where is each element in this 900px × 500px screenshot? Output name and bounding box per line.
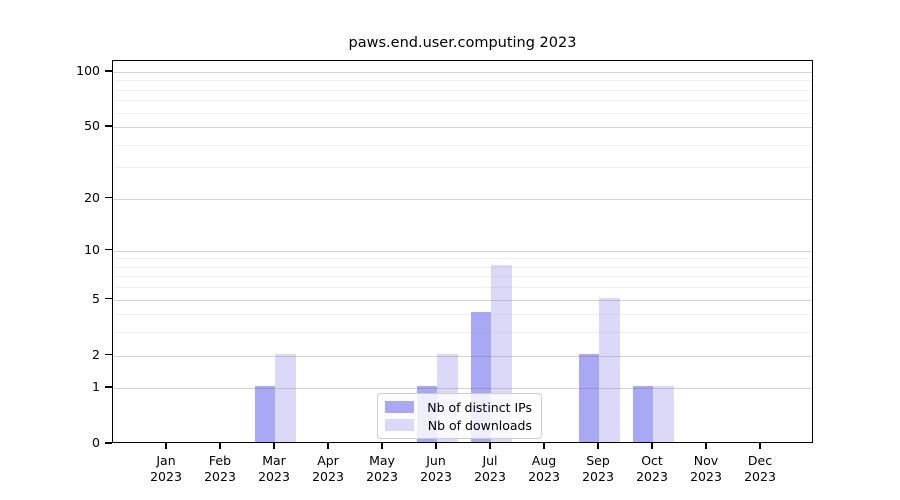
x-tick-mark-feb (219, 443, 221, 449)
x-tick-label-may: May 2023 (366, 453, 398, 484)
y-tick-mark-5 (105, 297, 112, 300)
x-tick-label-aug: Aug 2023 (528, 453, 560, 484)
legend-entry-distinct-ips: Nb of distinct IPs (385, 399, 532, 415)
x-tick-mark-dec (759, 443, 761, 449)
x-tick-label-feb: Feb 2023 (204, 453, 236, 484)
gridline-minor-60 (113, 112, 812, 114)
x-tick-mark-jan (165, 443, 167, 449)
gridline-minor-6 (113, 287, 812, 289)
bar-downloads-oct (653, 386, 674, 442)
x-tick-label-jul: Jul 2023 (474, 453, 506, 484)
bar-downloads-sep (599, 297, 620, 442)
gridline-minor-30 (113, 167, 812, 169)
x-tick-label-oct: Oct 2023 (636, 453, 668, 484)
x-tick-label-mar: Mar 2023 (258, 453, 290, 484)
x-tick-label-apr: Apr 2023 (312, 453, 344, 484)
legend-label-downloads: Nb of downloads (427, 417, 532, 433)
gridline-minor-70 (113, 100, 812, 102)
gridline-major-100 (113, 72, 812, 73)
gridline-major-2 (113, 355, 812, 357)
y-tick-label-20: 20 (84, 189, 100, 205)
gridline-major-5 (113, 299, 812, 301)
x-tick-label-sep: Sep 2023 (582, 453, 614, 484)
legend: Nb of distinct IPs Nb of downloads (377, 393, 542, 439)
x-tick-mark-mar (273, 443, 275, 449)
x-tick-mark-oct (651, 443, 653, 449)
gridline-minor-7 (113, 276, 812, 278)
chart-title: paws.end.user.computing 2023 (348, 35, 577, 51)
legend-entry-downloads: Nb of downloads (385, 417, 532, 433)
y-tick-mark-10 (105, 249, 112, 251)
gridline-major-50 (113, 127, 812, 129)
gridline-major-10 (113, 250, 812, 252)
x-tick-label-nov: Nov 2023 (690, 453, 722, 484)
gridline-minor-8 (113, 266, 812, 268)
gridline-minor-40 (113, 144, 812, 146)
y-tick-mark-1 (105, 386, 112, 388)
plot-area (112, 60, 813, 443)
legend-swatch-distinct-ips (385, 401, 414, 413)
gridline-minor-4 (113, 314, 812, 316)
gridline-minor-80 (113, 89, 812, 91)
gridline-minor-3 (113, 332, 812, 334)
y-tick-mark-0 (105, 442, 112, 444)
y-tick-mark-20 (105, 196, 112, 199)
y-tick-mark-100 (105, 70, 112, 72)
bar-distinct-ips-mar (254, 386, 275, 442)
legend-label-distinct-ips: Nb of distinct IPs (427, 399, 532, 415)
y-tick-label-2: 2 (92, 346, 100, 362)
x-tick-mark-may (381, 443, 383, 449)
y-tick-mark-2 (105, 353, 112, 356)
y-tick-label-5: 5 (92, 290, 100, 306)
x-tick-mark-jun (435, 443, 437, 449)
gridline-major-20 (113, 198, 812, 200)
y-tick-label-100: 100 (76, 63, 100, 78)
x-tick-mark-sep (597, 443, 599, 449)
y-tick-mark-50 (105, 125, 112, 127)
x-tick-label-dec: Dec 2023 (744, 453, 776, 484)
x-tick-mark-apr (327, 443, 329, 449)
gridline-minor-9 (113, 258, 812, 260)
gridline-minor-90 (113, 80, 812, 82)
bar-downloads-mar (275, 353, 296, 442)
bar-distinct-ips-sep (578, 353, 599, 442)
x-tick-mark-nov (705, 443, 707, 449)
y-tick-label-1: 1 (92, 379, 100, 395)
x-tick-label-jan: Jan 2023 (150, 453, 182, 484)
bar-distinct-ips-oct (632, 386, 653, 442)
x-tick-label-jun: Jun 2023 (420, 453, 452, 484)
y-tick-label-0: 0 (92, 435, 100, 450)
y-tick-label-10: 10 (84, 241, 100, 257)
gridline-major-1 (113, 388, 812, 390)
x-tick-mark-jul (489, 443, 491, 449)
y-tick-label-50: 50 (84, 118, 100, 134)
legend-swatch-downloads (385, 419, 414, 431)
x-tick-mark-aug (543, 443, 545, 449)
